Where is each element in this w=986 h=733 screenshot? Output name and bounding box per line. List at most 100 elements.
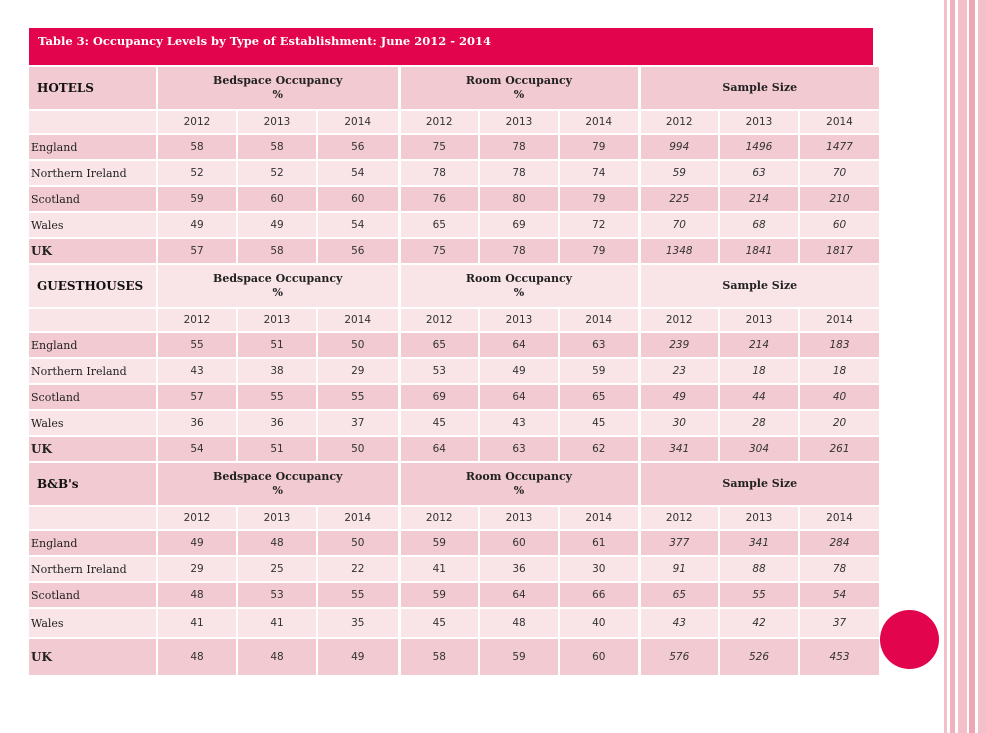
table-row: England 55 51 50 65 64 63 239 214 183 — [29, 332, 882, 359]
room-value: 59 — [399, 530, 480, 557]
bedspace-value: 56 — [317, 134, 401, 161]
year-header: 2012 — [639, 110, 720, 135]
year-header: 2013 — [237, 110, 318, 135]
sample-size-value: 59 — [639, 160, 720, 187]
bedspace-value: 51 — [237, 436, 318, 463]
bedspace-value: 49 — [317, 638, 401, 677]
section-title: B&B's — [29, 462, 158, 507]
sample-size-value: 1477 — [799, 134, 882, 161]
year-header: 2014 — [317, 308, 401, 333]
room-occupancy-label: Room Occupancy — [465, 74, 573, 87]
row-label: Northern Ireland — [29, 556, 158, 583]
sample-size-value: 1348 — [639, 238, 720, 265]
sample-size-value: 261 — [799, 436, 882, 463]
bedspace-value: 29 — [157, 556, 238, 583]
bedspace-value: 53 — [237, 582, 318, 609]
room-value: 53 — [399, 358, 480, 385]
bedspace-value: 41 — [237, 608, 318, 639]
row-label: England — [29, 530, 158, 557]
sample-size-value: 68 — [719, 212, 800, 239]
bedspace-value: 38 — [237, 358, 318, 385]
decorative-circle — [880, 610, 939, 669]
bedspace-value: 58 — [237, 238, 318, 265]
room-value: 40 — [559, 608, 641, 639]
room-value: 69 — [399, 384, 480, 411]
bedspace-value: 48 — [237, 530, 318, 557]
bedspace-value: 48 — [157, 582, 238, 609]
bedspace-value: 56 — [317, 238, 401, 265]
sample-size-value: 304 — [719, 436, 800, 463]
sample-size-value: 60 — [799, 212, 882, 239]
percent-unit: % — [272, 286, 283, 299]
sample-size-value: 453 — [799, 638, 882, 677]
year-header-row: 2012 2013 2014 2012 2013 2014 2012 2013 2014 — [29, 308, 882, 333]
empty-cell — [29, 308, 158, 333]
table-row: UK 48 48 49 58 59 60 576 526 453 — [29, 638, 882, 677]
year-header: 2013 — [479, 308, 560, 333]
bedspace-occupancy-header: Bedspace Occupancy% — [157, 67, 401, 111]
room-value: 59 — [479, 638, 560, 677]
year-header: 2012 — [639, 308, 720, 333]
bedspace-value: 29 — [317, 358, 401, 385]
table-row: Northern Ireland 29 25 22 41 36 30 91 88 78 — [29, 556, 882, 583]
sample-size-value: 70 — [639, 212, 720, 239]
room-value: 66 — [559, 582, 641, 609]
section-header-row: B&B's Bedspace Occupancy% Room Occupancy% S… — [29, 462, 882, 507]
bedspace-value: 48 — [237, 638, 318, 677]
room-value: 61 — [559, 530, 641, 557]
table-title: Table 3: Occupancy Levels by Type of Est… — [29, 28, 873, 65]
year-header: 2012 — [157, 110, 238, 135]
room-value: 59 — [559, 358, 641, 385]
room-value: 60 — [559, 638, 641, 677]
sample-size-value: 30 — [639, 410, 720, 437]
sample-size-value: 239 — [639, 332, 720, 359]
room-value: 45 — [399, 608, 480, 639]
bedspace-value: 59 — [157, 186, 238, 213]
sample-size-value: 20 — [799, 410, 882, 437]
year-header: 2012 — [399, 110, 480, 135]
room-value: 64 — [479, 582, 560, 609]
bedspace-value: 43 — [157, 358, 238, 385]
bedspace-value: 60 — [317, 186, 401, 213]
bedspace-value: 55 — [317, 384, 401, 411]
row-label: Wales — [29, 410, 158, 437]
row-label: Wales — [29, 212, 158, 239]
year-header: 2014 — [799, 506, 882, 531]
table-row: Wales 36 36 37 45 43 45 30 28 20 — [29, 410, 882, 437]
decorative-stripe — [978, 0, 986, 733]
row-label: Scotland — [29, 186, 158, 213]
bedspace-value: 58 — [157, 134, 238, 161]
table-row: Scotland 59 60 60 76 80 79 225 214 210 — [29, 186, 882, 213]
row-label: UK — [29, 436, 158, 463]
room-value: 65 — [399, 212, 480, 239]
section-title: HOTELS — [29, 67, 158, 111]
room-value: 30 — [559, 556, 641, 583]
year-header-row: 2012 2013 2014 2012 2013 2014 2012 2013 2014 — [29, 506, 882, 531]
bedspace-value: 50 — [317, 530, 401, 557]
year-header: 2014 — [799, 110, 882, 135]
room-value: 59 — [399, 582, 480, 609]
room-value: 41 — [399, 556, 480, 583]
sample-size-value: 44 — [719, 384, 800, 411]
decorative-stripe — [969, 0, 975, 733]
room-occupancy-label: Room Occupancy — [465, 470, 573, 483]
room-value: 43 — [479, 410, 560, 437]
year-header: 2013 — [719, 506, 800, 531]
bedspace-occupancy-label: Bedspace Occupancy — [213, 74, 343, 87]
percent-unit: % — [272, 484, 283, 497]
year-header: 2013 — [479, 506, 560, 531]
decorative-stripe — [958, 0, 967, 733]
room-value: 49 — [479, 358, 560, 385]
year-header: 2012 — [399, 308, 480, 333]
bedspace-value: 55 — [317, 582, 401, 609]
year-header: 2014 — [799, 308, 882, 333]
sample-size-value: 63 — [719, 160, 800, 187]
section-title: GUESTHOUSES — [29, 264, 158, 309]
room-value: 65 — [559, 384, 641, 411]
sample-size-value: 37 — [799, 608, 882, 639]
sample-size-value: 40 — [799, 384, 882, 411]
sample-size-value: 78 — [799, 556, 882, 583]
sample-size-value: 994 — [639, 134, 720, 161]
year-header: 2013 — [719, 308, 800, 333]
table-row: Scotland 57 55 55 69 64 65 49 44 40 — [29, 384, 882, 411]
